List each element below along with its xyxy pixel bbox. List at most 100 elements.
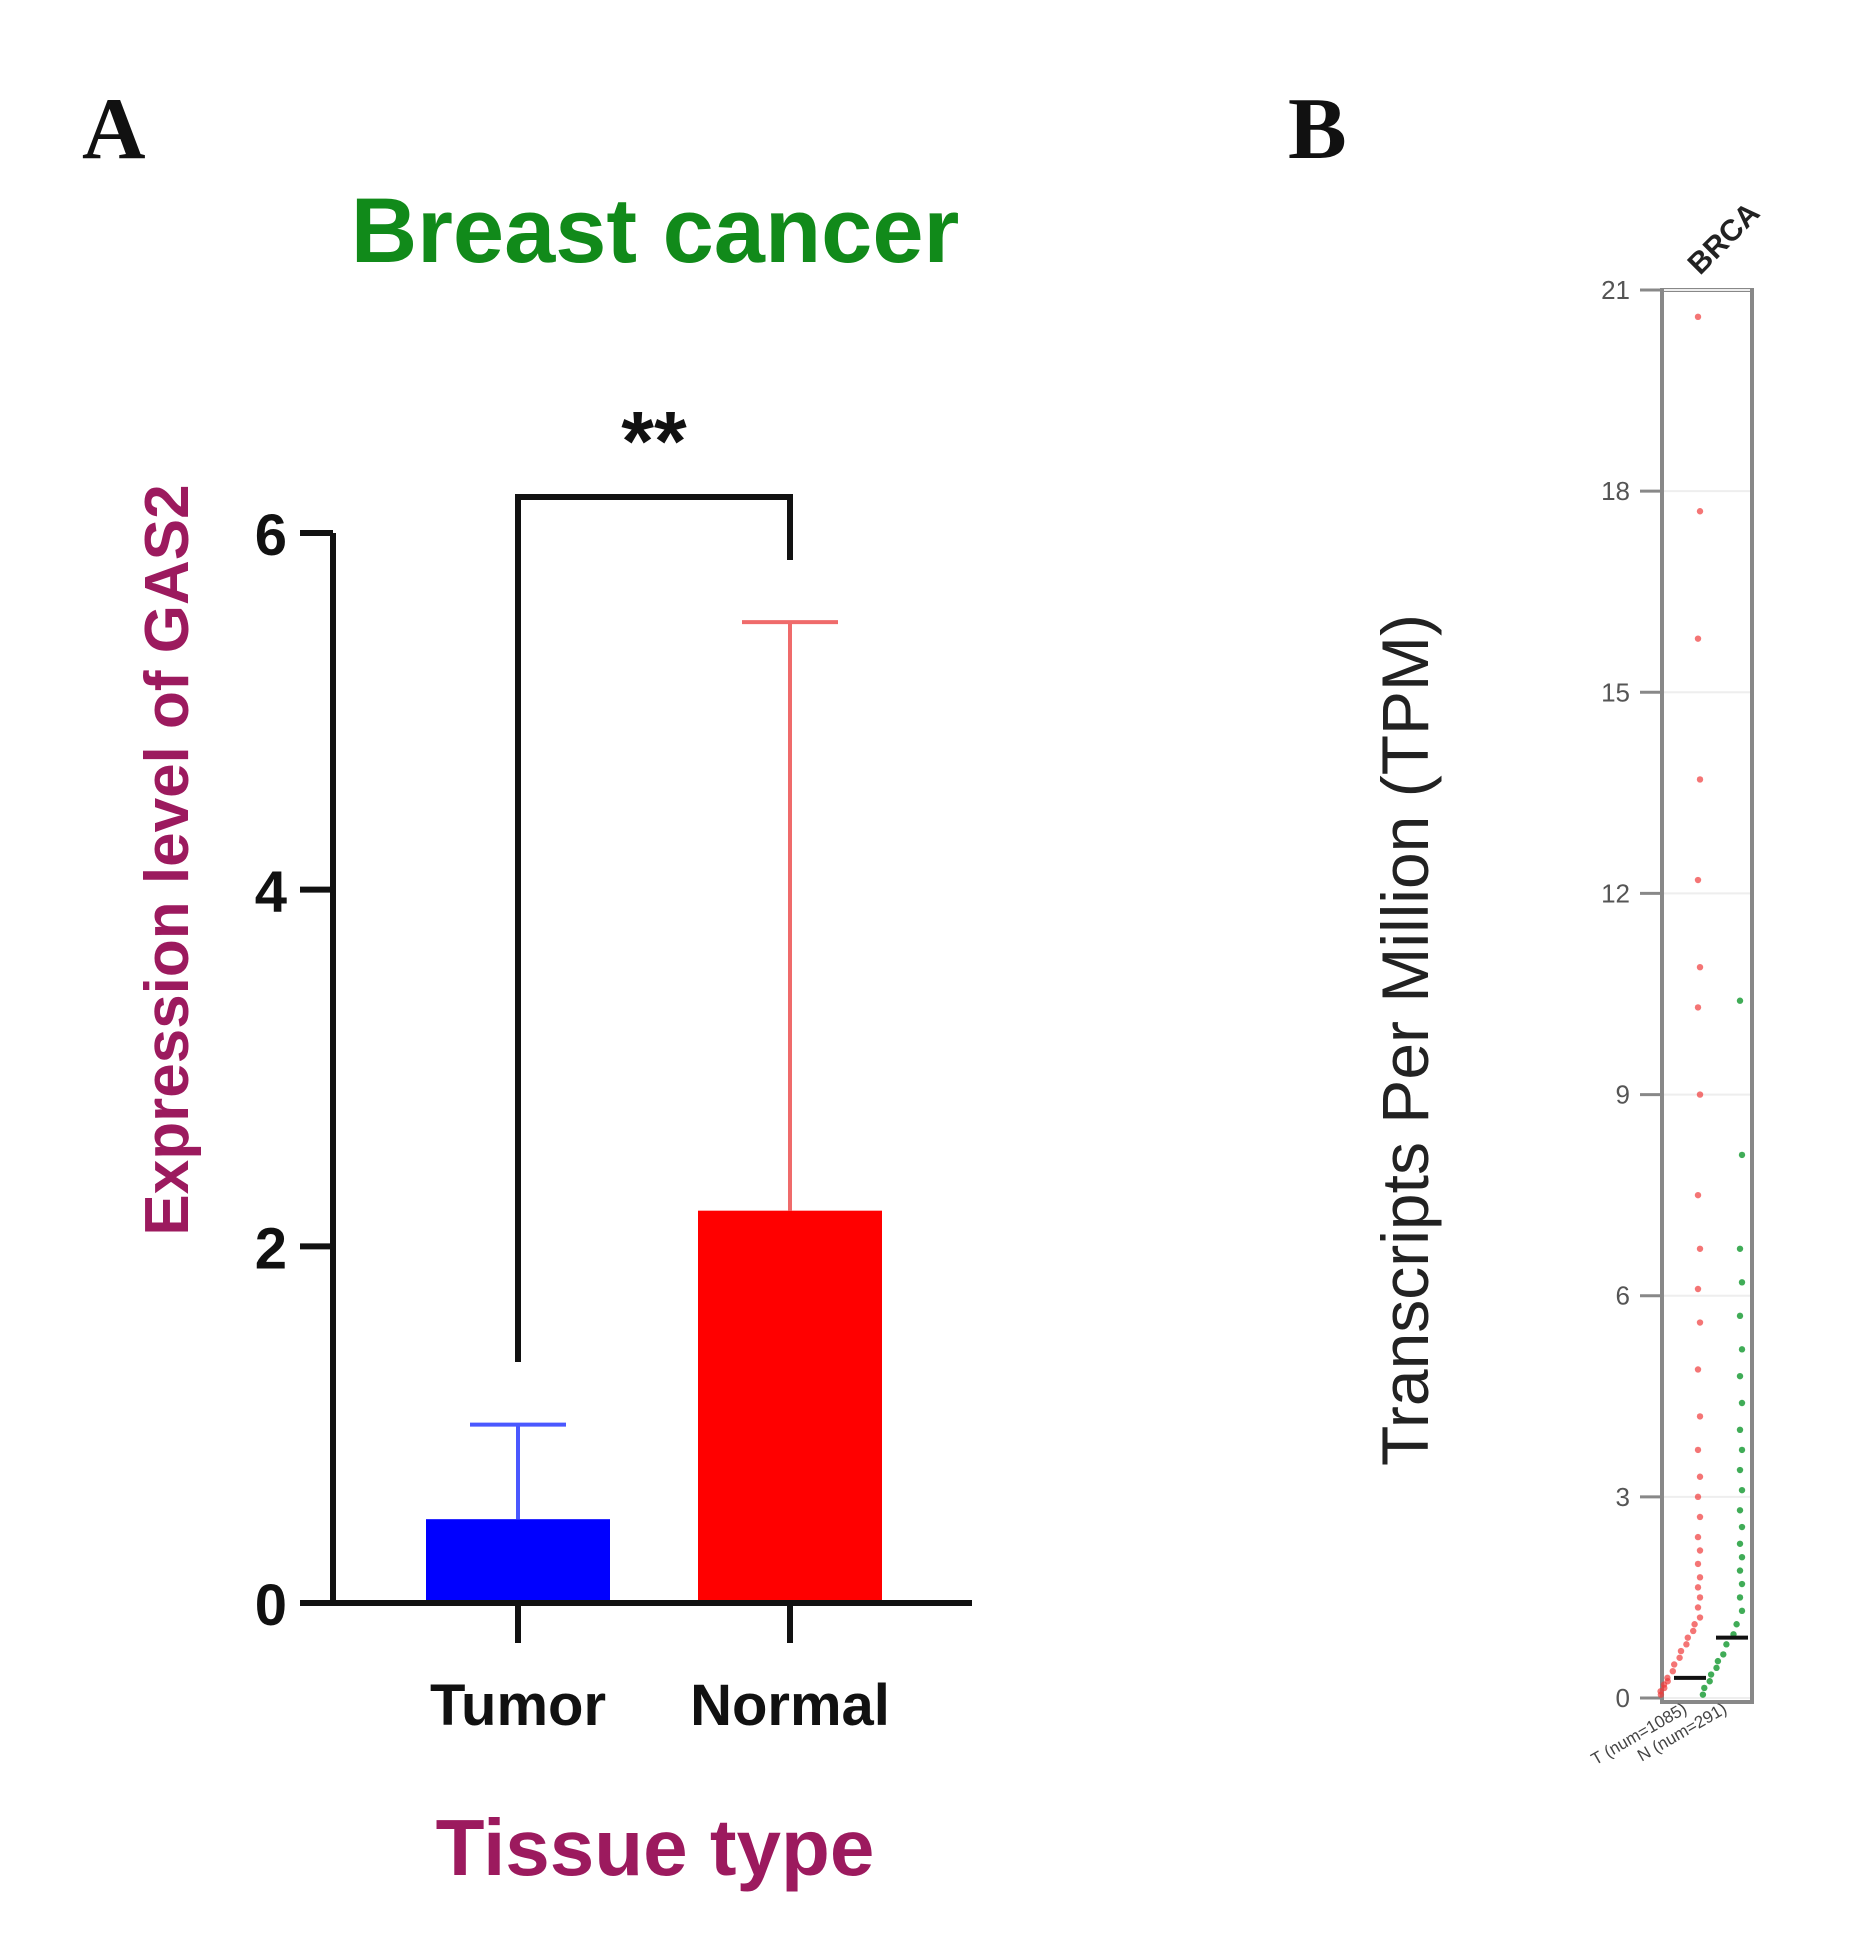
y-tick-label: 18 (1601, 476, 1630, 506)
chart-a-bars (426, 1210, 882, 1603)
tumor-point (1677, 1647, 1685, 1655)
chart-a-title: Breast cancer (351, 180, 960, 282)
tumor-point (1671, 1661, 1678, 1668)
tumor-point (1664, 1674, 1671, 1682)
normal-point (1736, 1594, 1744, 1601)
tumor-point (1696, 1413, 1704, 1420)
chart-b-plot-frame (1660, 288, 1754, 1704)
tumor-point (1696, 1574, 1704, 1581)
tumor-point (1694, 313, 1702, 321)
normal-point (1736, 1567, 1744, 1574)
normal-point (1701, 1684, 1708, 1692)
y-tick-label: 15 (1601, 677, 1630, 707)
tumor-point (1694, 1446, 1702, 1454)
y-tick-label: 9 (1616, 1080, 1630, 1110)
chart-b-y-axis-title: Transcripts Per Million (TPM) (1368, 614, 1442, 1466)
x-category-label: Tumor (430, 1673, 606, 1738)
tumor-point (1694, 1285, 1702, 1293)
normal-point (1738, 1279, 1746, 1286)
tumor-point (1694, 1604, 1702, 1611)
bar-tumor (426, 1519, 610, 1603)
y-tick-label: 0 (255, 1573, 287, 1638)
normal-point (1699, 1691, 1707, 1698)
normal-point (1733, 1621, 1740, 1628)
chart-b-points (1657, 313, 1746, 1698)
tumor-point (1676, 1654, 1683, 1661)
significance-bracket (515, 494, 793, 1362)
normal-point (1736, 1245, 1744, 1252)
tumor-point (1696, 1614, 1704, 1621)
chart-a-x-ticks: Tumor Normal (430, 1603, 890, 1738)
tumor-point (1696, 1473, 1704, 1480)
tumor-point (1694, 635, 1702, 642)
tumor-point (1696, 1319, 1704, 1326)
tumor-point (1694, 1004, 1702, 1011)
tumor-point (1694, 876, 1702, 884)
y-tick-label: 3 (1616, 1482, 1630, 1512)
y-tick-label: 6 (255, 503, 287, 568)
y-tick-label: 4 (255, 860, 287, 925)
normal-point (1706, 1678, 1713, 1685)
chart-b-gridlines (1664, 289, 1750, 1699)
panel-b-letter: B (1288, 81, 1347, 178)
bar-normal (698, 1210, 882, 1603)
tumor-point (1696, 1547, 1704, 1554)
tumor-point (1694, 1366, 1702, 1373)
tumor-point (1690, 1627, 1697, 1635)
tumor-point (1694, 1493, 1702, 1501)
normal-point (1736, 1507, 1744, 1514)
normal-point (1736, 997, 1744, 1004)
normal-point (1713, 1664, 1720, 1672)
normal-point (1738, 1399, 1746, 1407)
normal-point (1738, 1554, 1746, 1561)
normal-point (1738, 1523, 1746, 1531)
normal-point (1738, 1446, 1746, 1454)
panel-a: A Breast cancer Expression level of GAS2… (82, 81, 972, 1892)
y-tick-label: 21 (1601, 275, 1630, 305)
normal-point (1738, 1151, 1746, 1159)
y-tick-label: 0 (1616, 1683, 1630, 1713)
normal-point (1707, 1671, 1715, 1678)
chart-b-x-categories: T (num=1085)N (num=291) (1588, 1699, 1730, 1769)
significance-marker: ** (621, 394, 687, 488)
chart-a-error-bars (470, 620, 838, 1520)
normal-point (1736, 1372, 1744, 1380)
tumor-point (1694, 1560, 1702, 1568)
chart-b-medians (1674, 1635, 1748, 1680)
panel-a-letter: A (82, 81, 146, 178)
y-tick-label: 12 (1601, 878, 1630, 908)
x-category-label: Normal (690, 1673, 890, 1738)
y-tick-label: 2 (255, 1216, 287, 1281)
chart-a-y-axis-title: Expression level of GAS2 (133, 484, 202, 1235)
normal-point (1738, 1580, 1746, 1588)
tumor-point (1696, 963, 1704, 971)
normal-point (1736, 1426, 1744, 1434)
normal-point (1736, 1540, 1744, 1547)
normal-point (1736, 1466, 1744, 1474)
tumor-point (1696, 776, 1704, 783)
tumor-point (1696, 1594, 1704, 1601)
normal-point (1738, 1607, 1746, 1615)
normal-point (1736, 1312, 1744, 1320)
tumor-point (1696, 1513, 1704, 1521)
normal-point (1723, 1641, 1730, 1648)
normal-point (1738, 1346, 1746, 1353)
y-tick-label: 6 (1616, 1281, 1630, 1311)
chart-b-panel-header: BRCA (1682, 196, 1767, 281)
tumor-point (1684, 1634, 1692, 1641)
tumor-point (1683, 1641, 1690, 1648)
chart-a-y-ticks: 0 2 4 6 (255, 503, 333, 1638)
chart-a-x-axis-title: Tissue type (436, 1803, 875, 1892)
tumor-point (1696, 508, 1704, 515)
tumor-point (1669, 1667, 1677, 1675)
chart-b-y-ticks: 0 3 6 9 12 15 18 21 (1601, 275, 1662, 1713)
normal-point (1714, 1657, 1722, 1665)
tumor-point (1691, 1621, 1698, 1628)
normal-point (1738, 1486, 1746, 1494)
tumor-point (1694, 1191, 1702, 1199)
tumor-point (1694, 1584, 1702, 1591)
panel-b: B Transcripts Per Million (TPM) BRCA 0 3 6… (1288, 81, 1766, 1769)
normal-point (1720, 1651, 1727, 1658)
tumor-point (1696, 1091, 1704, 1098)
